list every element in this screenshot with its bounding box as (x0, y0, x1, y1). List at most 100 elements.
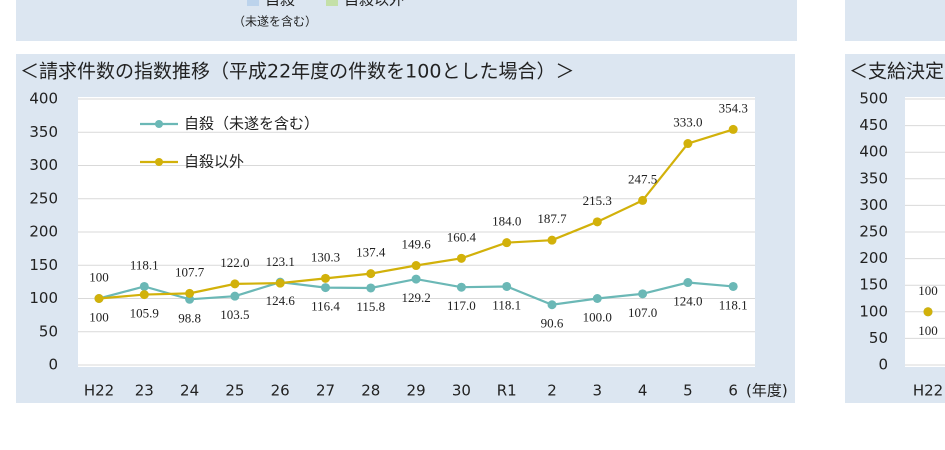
data-point (728, 281, 738, 291)
data-label: 116.4 (311, 299, 340, 314)
y-tick-label: 150 (29, 256, 58, 274)
y-tick-label: 350 (29, 123, 58, 141)
chart-title: ＜支給決定 (849, 61, 944, 83)
data-label: 118.1 (492, 297, 521, 312)
data-label: 118.1 (719, 297, 748, 312)
data-label: 90.6 (541, 316, 564, 331)
data-label: 117.0 (447, 298, 476, 313)
x-tick-label: 28 (361, 382, 380, 400)
data-label: 354.3 (719, 100, 748, 115)
legend-note: （未遂を含む） (233, 14, 317, 29)
data-label: 160.4 (447, 229, 477, 244)
legend-marker (155, 158, 163, 166)
y-tick-label: 100 (29, 289, 58, 307)
x-tick-label: 6 (728, 382, 738, 400)
data-label: 187.7 (537, 211, 567, 226)
data-label: 107.0 (628, 305, 657, 320)
data-point (321, 283, 330, 293)
legend-swatch (247, 0, 259, 6)
x-tick-label: 24 (180, 382, 199, 400)
data-point (411, 261, 421, 271)
y-tick-label: 250 (859, 223, 888, 241)
data-label: 103.5 (220, 307, 249, 322)
y-tick-label: 500 (859, 90, 888, 108)
x-tick-label: 29 (407, 382, 426, 400)
y-tick-label: 50 (39, 322, 58, 340)
y-tick-label: 200 (29, 223, 58, 241)
y-tick-label: 450 (859, 116, 888, 134)
data-point (683, 278, 693, 288)
data-point (683, 139, 693, 149)
data-point (547, 235, 557, 245)
data-label: 118.1 (130, 257, 159, 272)
data-label: 129.2 (401, 290, 430, 305)
data-label: 115.8 (356, 299, 385, 314)
data-label: 107.7 (175, 264, 205, 279)
chart-title: ＜請求件数の指数推移（平成22年度の件数を100とした場合）＞ (20, 61, 574, 83)
legend-label: 自殺（未遂を含む） (184, 115, 319, 133)
data-label: 215.3 (583, 193, 612, 208)
data-point (638, 289, 648, 299)
x-tick-label: 2 (547, 382, 557, 400)
data-point (547, 300, 557, 310)
x-tick-label: 27 (316, 382, 335, 400)
y-tick-label: 300 (29, 156, 58, 174)
y-tick-label: 50 (869, 329, 888, 347)
data-point (411, 274, 421, 284)
data-label: 149.6 (401, 237, 431, 252)
data-label: 98.8 (178, 310, 201, 325)
data-label: 105.9 (130, 306, 159, 321)
x-tick-label: 4 (638, 382, 648, 400)
top-panel-right (845, 0, 945, 41)
y-tick-label: 400 (859, 143, 888, 161)
data-point (502, 238, 512, 248)
y-tick-label: 0 (48, 356, 58, 374)
x-tick-label: 25 (225, 382, 244, 400)
data-label: 100 (89, 269, 109, 284)
x-tick-label: 23 (135, 382, 154, 400)
data-point (366, 269, 376, 279)
data-point (456, 253, 466, 263)
data-point (94, 294, 104, 303)
data-point (139, 281, 149, 291)
legend-label: 自殺以外 (184, 153, 244, 171)
data-label: 100.0 (583, 309, 612, 324)
y-tick-label: 200 (859, 249, 888, 267)
data-label: 137.4 (356, 245, 386, 260)
y-tick-label: 400 (29, 90, 58, 108)
data-label: 124.6 (266, 293, 296, 308)
data-label: 333.0 (673, 115, 702, 130)
data-point (185, 288, 195, 298)
x-tick-label: 30 (452, 382, 471, 400)
data-point (275, 278, 285, 288)
data-point (230, 279, 240, 289)
data-point (592, 294, 602, 303)
data-point (638, 195, 648, 205)
x-unit: (年度) (746, 382, 788, 400)
y-tick-label: 350 (859, 169, 888, 187)
data-label: 122.0 (220, 255, 249, 270)
x-tick-label: H22 (84, 382, 114, 400)
top-panel (16, 0, 797, 41)
legend-label: 自殺 (265, 0, 295, 9)
data-label: 123.1 (266, 254, 295, 269)
x-tick-label: 26 (271, 382, 290, 400)
data-label: 130.3 (311, 249, 340, 264)
legend-swatch (326, 0, 338, 6)
data-point (923, 307, 933, 317)
data-point (456, 282, 466, 292)
data-point (321, 273, 330, 283)
data-label: 100 (89, 309, 109, 324)
data-point (592, 217, 602, 227)
x-tick-label: 5 (683, 382, 693, 400)
data-point (502, 281, 512, 291)
data-label: 184.0 (492, 214, 521, 229)
x-tick-label: R1 (497, 382, 517, 400)
data-label: 100 (918, 323, 938, 338)
data-point (139, 290, 149, 300)
legend-marker (155, 120, 163, 128)
data-label: 124.0 (673, 294, 702, 309)
data-label: 247.5 (628, 171, 657, 186)
x-tick-label: H22 (913, 382, 943, 400)
